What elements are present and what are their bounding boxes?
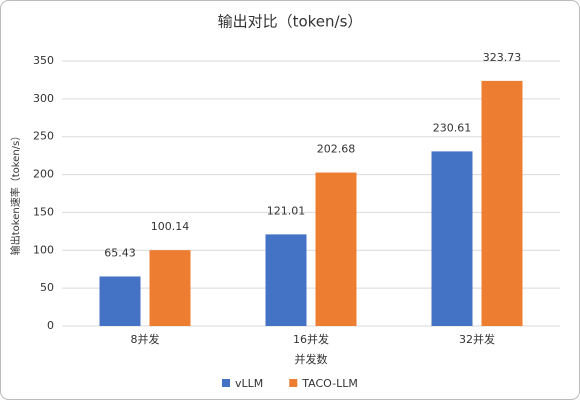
y-tick-label: 0 xyxy=(47,319,54,332)
bar xyxy=(99,276,141,326)
x-tick-label: 8并发 xyxy=(131,332,160,346)
bar xyxy=(431,151,473,326)
value-label: 202.68 xyxy=(317,143,356,156)
x-tick-label: 16并发 xyxy=(293,332,329,346)
y-tick-label: 200 xyxy=(33,168,54,181)
x-tick-label: 32并发 xyxy=(459,332,495,346)
legend-label: vLLM xyxy=(235,377,263,390)
bar xyxy=(149,250,191,326)
y-tick-label: 350 xyxy=(33,54,54,67)
bar xyxy=(265,234,307,326)
value-label: 65.43 xyxy=(104,246,136,259)
bar xyxy=(315,172,357,326)
legend-label: TACO-LLM xyxy=(301,377,358,390)
y-tick-label: 150 xyxy=(33,205,54,218)
y-tick-label: 250 xyxy=(33,130,54,143)
legend-swatch xyxy=(289,379,298,387)
value-label: 100.14 xyxy=(151,220,190,233)
y-tick-label: 300 xyxy=(33,92,54,105)
value-label: 323.73 xyxy=(483,51,522,64)
chart-title: 输出对比（token/s） xyxy=(218,13,363,31)
value-label: 230.61 xyxy=(433,121,472,134)
y-axis-label: 输出token速率（token/s） xyxy=(9,131,22,256)
y-tick-label: 100 xyxy=(33,243,54,256)
y-tick-label: 50 xyxy=(40,281,54,294)
x-axis-label: 并发数 xyxy=(295,352,328,366)
legend-swatch xyxy=(222,379,230,387)
value-label: 121.01 xyxy=(267,204,306,217)
bar xyxy=(481,80,523,327)
